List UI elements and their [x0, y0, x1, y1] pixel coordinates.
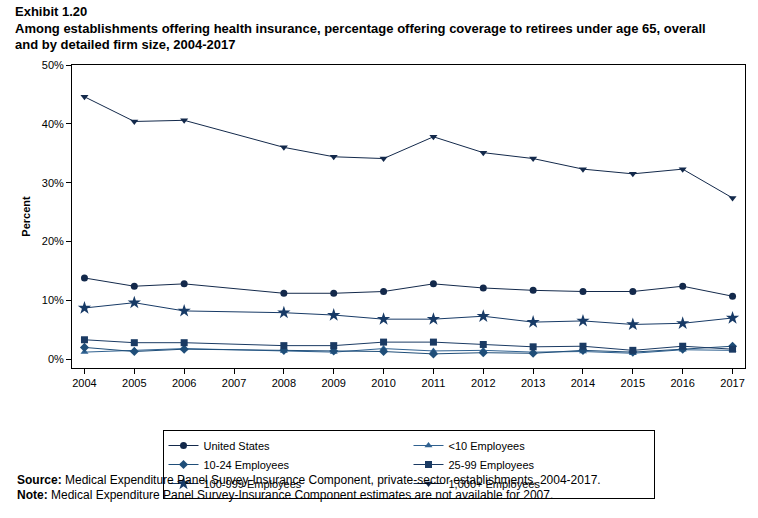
svg-text:2008: 2008	[272, 377, 296, 389]
svg-text:10-24 Employees: 10-24 Employees	[204, 459, 290, 471]
svg-text:2004: 2004	[72, 377, 96, 389]
svg-text:<10 Employees: <10 Employees	[449, 440, 526, 452]
svg-text:10%: 10%	[42, 294, 64, 306]
svg-text:2007: 2007	[222, 377, 246, 389]
svg-text:25-99 Employees: 25-99 Employees	[449, 459, 535, 471]
svg-text:50%: 50%	[42, 59, 64, 71]
svg-text:100-999 Employees: 100-999 Employees	[204, 478, 302, 490]
svg-text:2015: 2015	[621, 377, 645, 389]
svg-text:30%: 30%	[42, 177, 64, 189]
svg-text:2011: 2011	[422, 377, 446, 389]
svg-text:2016: 2016	[670, 377, 694, 389]
svg-text:Note: Medical Expenditure Pane: Note: Medical Expenditure Panel Survey-I…	[17, 488, 553, 502]
svg-text:Exhibit 1.20Among establishmen: Exhibit 1.20Among establishments offerin…	[15, 4, 706, 53]
svg-text:2009: 2009	[321, 377, 345, 389]
svg-text:United States: United States	[204, 440, 271, 452]
svg-text:2012: 2012	[471, 377, 495, 389]
svg-text:Percent: Percent	[20, 196, 32, 237]
svg-text:20%: 20%	[42, 235, 64, 247]
svg-text:2006: 2006	[172, 377, 196, 389]
svg-text:2010: 2010	[371, 377, 395, 389]
svg-text:Source: Medical Expenditure Pa: Source: Medical Expenditure Panel Survey…	[17, 473, 601, 487]
svg-text:2005: 2005	[122, 377, 146, 389]
svg-text:2017: 2017	[720, 377, 744, 389]
svg-text:2013: 2013	[521, 377, 545, 389]
svg-text:40%: 40%	[42, 118, 64, 130]
svg-text:0%: 0%	[48, 353, 64, 365]
svg-text:2014: 2014	[571, 377, 595, 389]
svg-text:1,000+ Employees: 1,000+ Employees	[449, 478, 541, 490]
